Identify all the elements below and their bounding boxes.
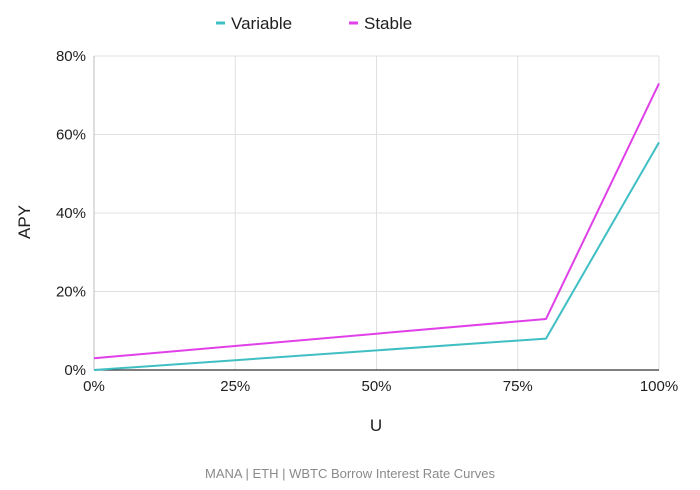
series-line-stable — [93, 83, 660, 360]
y-tick-label: 60% — [56, 127, 86, 144]
series-line-variable — [93, 141, 660, 371]
y-tick-label: 40% — [56, 205, 86, 222]
x-tick-labels: 0% 25% 50% 75% 100% — [83, 378, 678, 395]
x-tick-label: 25% — [220, 378, 250, 395]
x-tick-label: 50% — [361, 378, 391, 395]
grid — [94, 55, 660, 370]
axes — [93, 56, 659, 371]
chart-caption: MANA | ETH | WBTC Borrow Interest Rate C… — [205, 466, 495, 481]
y-tick-labels: 0% 20% 40% 60% 80% — [56, 48, 86, 379]
y-tick-label: 0% — [64, 362, 86, 379]
x-tick-label: 75% — [503, 378, 533, 395]
x-tick-label: 100% — [640, 378, 678, 395]
legend-label-stable: Stable — [364, 14, 412, 33]
legend: Variable Stable — [216, 14, 412, 33]
x-tick-label: 0% — [83, 378, 105, 395]
legend-label-variable: Variable — [231, 14, 292, 33]
y-axis-label: APY — [15, 205, 34, 239]
series-group — [93, 83, 660, 371]
x-axis-label: U — [370, 416, 382, 435]
y-tick-label: 20% — [56, 284, 86, 301]
y-tick-label: 80% — [56, 48, 86, 65]
